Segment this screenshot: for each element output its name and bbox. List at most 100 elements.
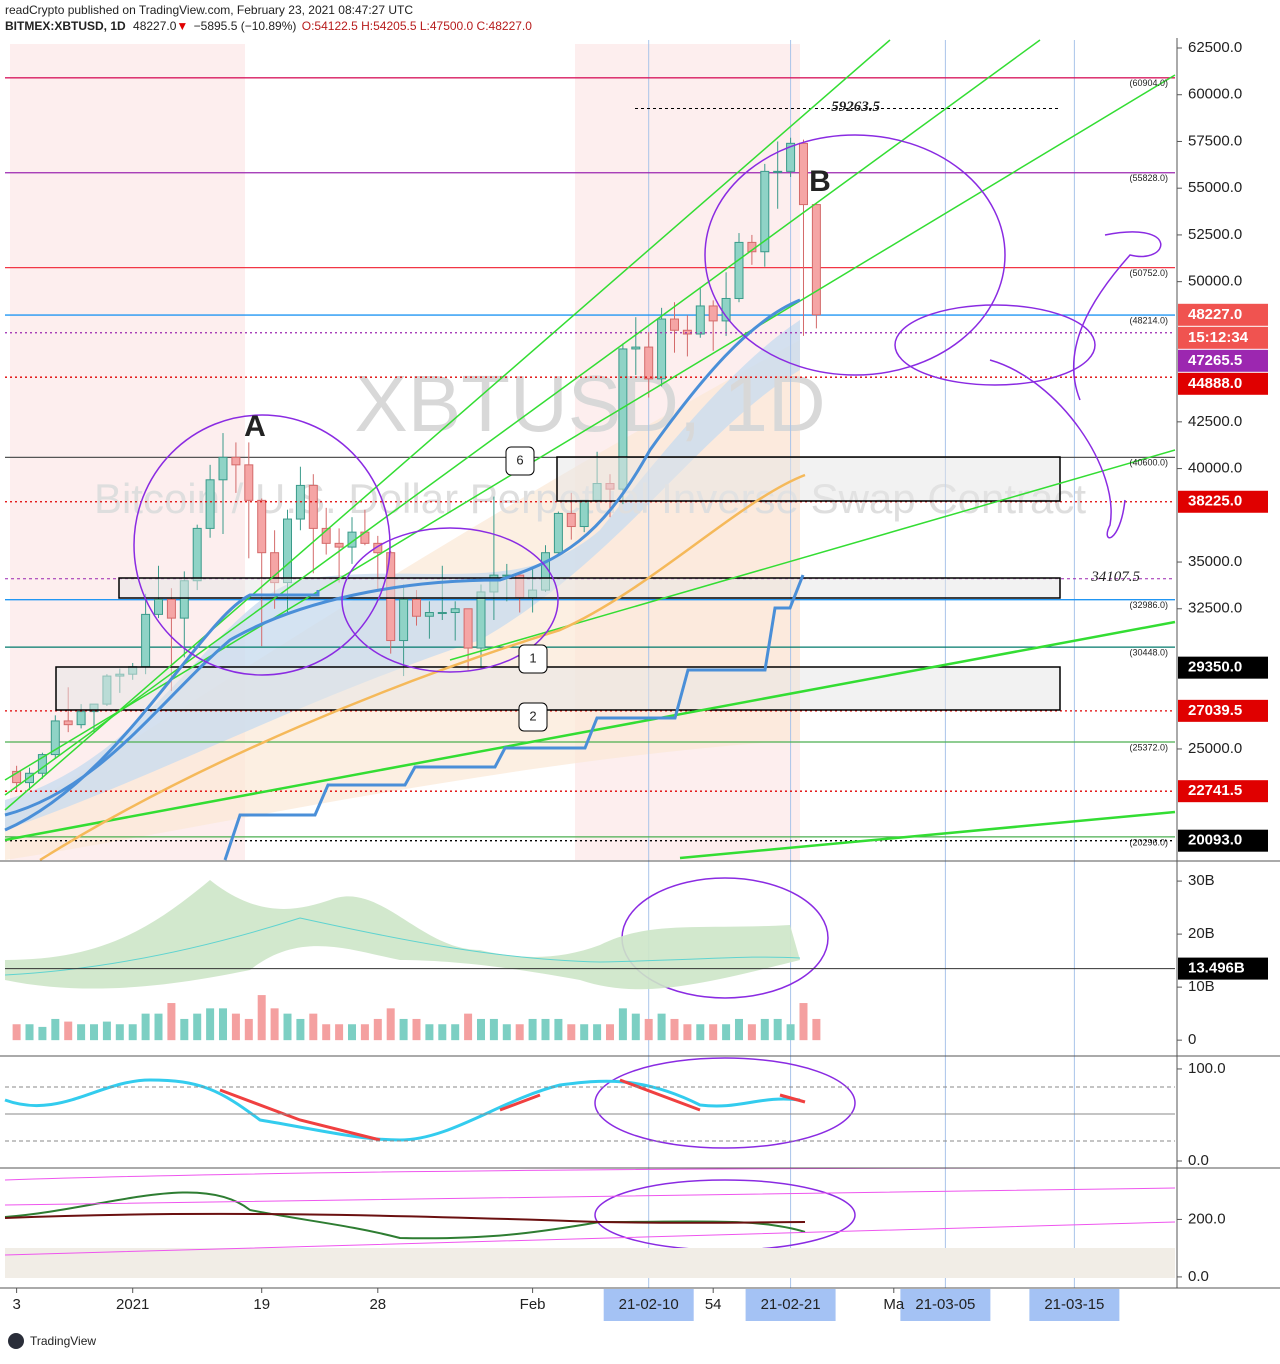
- circle: [594, 1179, 856, 1251]
- cloud: [5, 880, 800, 990]
- y-tick-label: 50000.0: [1188, 273, 1242, 290]
- candle-body: [308, 484, 318, 529]
- y-tick-label: 60000.0: [1188, 86, 1242, 103]
- volume-bar: [115, 1024, 124, 1041]
- zone: [118, 577, 1061, 599]
- callout-label: 1: [529, 650, 536, 665]
- candle-body: [244, 464, 254, 501]
- volume-bar: [38, 1026, 47, 1041]
- volume-bar: [618, 1008, 627, 1041]
- candle-body: [218, 456, 228, 481]
- candle-body: [786, 142, 796, 172]
- date-label: 21-03-05: [915, 1296, 975, 1313]
- drawings: [4, 39, 1176, 1251]
- volume-bar: [193, 1013, 202, 1041]
- volume-bar: [554, 1018, 563, 1041]
- volume-bar: [128, 1024, 137, 1041]
- price-box-label: 20093.0: [1188, 832, 1242, 849]
- volume-bar: [360, 1024, 369, 1041]
- price-box-label: 27039.5: [1188, 702, 1242, 719]
- price-box-label: 29350.0: [1188, 659, 1242, 676]
- y-tick-label: 62500.0: [1188, 39, 1242, 56]
- annotation-label: 59263.5: [831, 99, 880, 115]
- date-label: 21-02-10: [619, 1296, 679, 1313]
- candle-body: [798, 142, 808, 206]
- x-tick-label: 2021: [116, 1296, 149, 1313]
- volume-bar: [451, 1024, 460, 1041]
- date-box: [745, 1289, 836, 1321]
- candle-body: [811, 204, 821, 316]
- volume-bar: [747, 1024, 756, 1041]
- volume-bar: [644, 1018, 653, 1041]
- volume-bar: [425, 1024, 434, 1041]
- callout: [518, 644, 548, 674]
- ma-line: [39, 473, 806, 862]
- volume-bar: [77, 1024, 86, 1041]
- volume-bar: [373, 1018, 382, 1041]
- candle-body: [437, 612, 447, 615]
- circle: [704, 134, 1006, 376]
- candle-body: [463, 608, 473, 649]
- volume-bar: [489, 1018, 498, 1041]
- trend-line: [4, 74, 1176, 781]
- candle-body: [321, 527, 331, 544]
- candle-body: [411, 598, 421, 617]
- volume-bar: [670, 1018, 679, 1041]
- volume-bar: [296, 1018, 305, 1041]
- trend-line: [679, 810, 1176, 860]
- candle-body: [566, 512, 576, 528]
- candle-body: [12, 770, 22, 784]
- volume-bar: [51, 1018, 60, 1041]
- volume-bar: [580, 1024, 589, 1041]
- y-tick-label: 100.0: [1188, 1060, 1226, 1077]
- y-tick-label: 10B: [1188, 978, 1215, 995]
- candle-body: [373, 542, 383, 554]
- freehand: [989, 231, 1162, 539]
- volume-bar: [219, 1008, 228, 1041]
- circle: [133, 414, 391, 676]
- candle-body: [644, 346, 654, 380]
- candle-body: [734, 241, 744, 299]
- change: −5895.5 (−10.89%): [194, 19, 297, 33]
- x-tick-label: 54: [705, 1296, 722, 1313]
- ma-line: [4, 590, 320, 832]
- volume-bar: [786, 1024, 795, 1041]
- candle-body: [334, 542, 344, 548]
- price-box: [1178, 780, 1268, 803]
- volume-bar: [270, 1008, 279, 1041]
- lower-line: [4, 1167, 1176, 1256]
- label-b: B: [809, 165, 831, 198]
- logo: [8, 1333, 24, 1349]
- candle-body: [657, 318, 667, 380]
- price-box: [1178, 490, 1268, 513]
- step-line: [223, 574, 805, 861]
- volume-bar: [309, 1013, 318, 1041]
- candle-body: [553, 512, 563, 554]
- volume-bar: [696, 1024, 705, 1041]
- watermark-symbol: XBTUSD, 1D: [354, 359, 825, 448]
- candle-body: [231, 456, 241, 466]
- y-tick-label: 200.0: [1188, 1210, 1226, 1227]
- volume-bar: [180, 1018, 189, 1041]
- y-tick-label: 42500.0: [1188, 413, 1242, 430]
- volume-bar: [438, 1024, 447, 1041]
- volume-bar: [709, 1024, 718, 1041]
- volume-bar: [64, 1021, 73, 1041]
- level-label: (30448.0): [1129, 648, 1168, 658]
- level-label: (48214.0): [1129, 315, 1168, 325]
- header-line: BITMEX:XBTUSD, 1D 48227.0▼ −5895.5 (−10.…: [5, 19, 532, 33]
- volume-pane-decor: [4, 880, 801, 990]
- volume-bar: [631, 1013, 640, 1041]
- candle-body: [76, 711, 86, 726]
- pane-separators: [0, 38, 1280, 1289]
- level-label: (20296.0): [1129, 837, 1168, 847]
- oscillator-line: [4, 1078, 801, 1142]
- trend-line: [4, 39, 891, 811]
- candle-body: [283, 518, 293, 584]
- y-tick-label: 55000.0: [1188, 179, 1242, 196]
- volume-line-label: 13.496B: [1188, 960, 1245, 977]
- trend-line: [4, 620, 1176, 842]
- volume-bar: [476, 1018, 485, 1041]
- x-tick-label: Feb: [520, 1296, 546, 1313]
